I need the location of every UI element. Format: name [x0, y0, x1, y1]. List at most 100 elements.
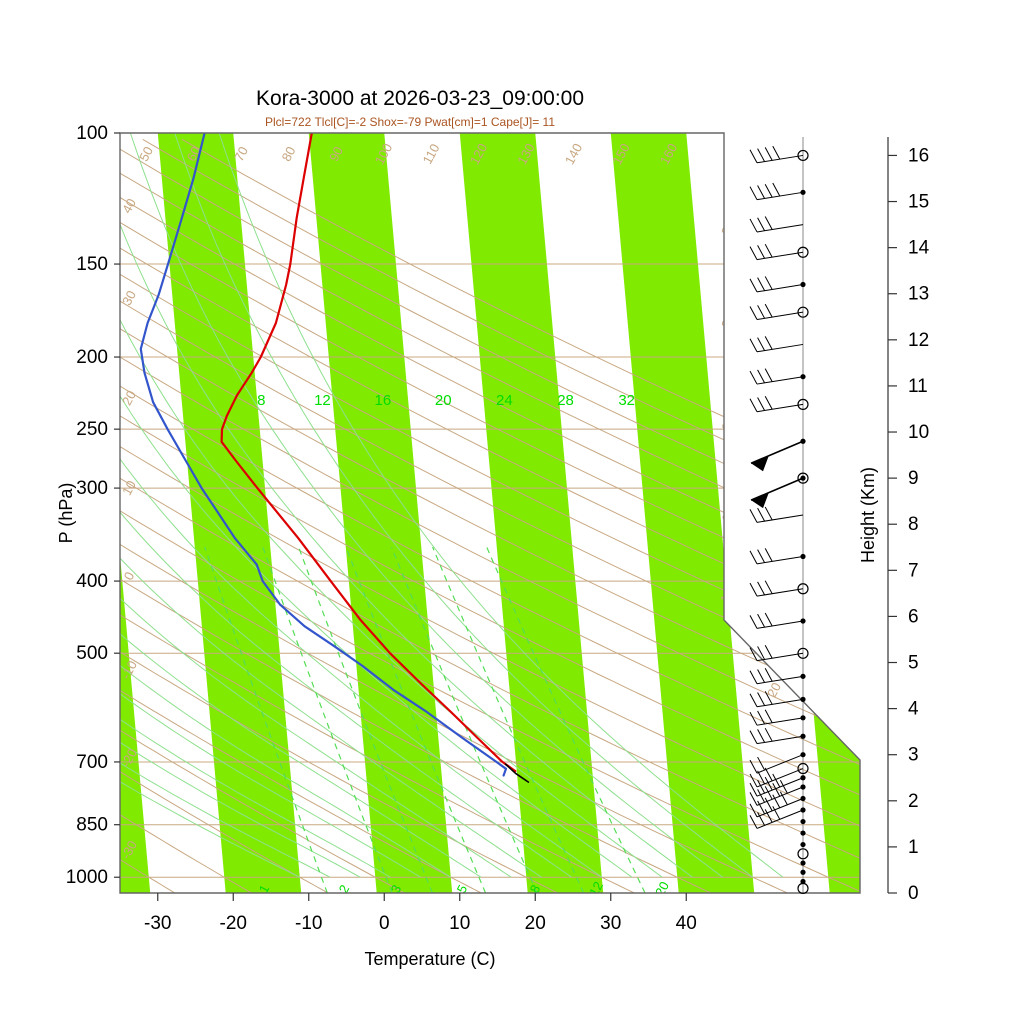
dry-adiabat-left-label: 30: [119, 288, 139, 308]
height-tick-label: 7: [908, 560, 919, 581]
barb-shaft: [756, 675, 804, 685]
wind-barb: [749, 182, 806, 201]
wind-barb: [750, 438, 806, 472]
barb-shaft: [756, 224, 804, 233]
barb-tick: [764, 709, 773, 723]
pressure-tick-label: 700: [76, 752, 108, 773]
barb-tick: [757, 337, 766, 351]
moist-adiabat-line: [120, 133, 603, 878]
trace-temperature: [220, 133, 517, 773]
dry-adiabat-line: [120, 236, 860, 893]
barb-marker-filled: [800, 475, 806, 481]
barb-tick: [749, 803, 758, 818]
barb-tick: [757, 756, 766, 771]
wind-barb: [749, 145, 809, 164]
barb-tick: [749, 759, 758, 774]
barb-shaft: [756, 251, 804, 261]
shading-band: [913, 133, 1024, 893]
wind-barb: [800, 869, 806, 875]
frame-outline: [119, 132, 861, 894]
wind-barb: [749, 727, 806, 745]
barb-shaft: [756, 754, 804, 774]
barb-marker-open: [797, 848, 809, 860]
height-tick-label: 12: [908, 330, 929, 351]
barb-tick: [749, 550, 758, 565]
dry-adiabat-top-label: 70: [231, 144, 251, 164]
barb-marker-filled: [800, 830, 806, 836]
height-tick-label: 5: [908, 653, 919, 674]
moist-adiabat-line: [120, 133, 693, 878]
pressure-tick-label: 850: [76, 815, 108, 836]
barb-marker-filled: [800, 807, 806, 813]
barb-tick: [749, 582, 758, 597]
trace-dewpoint: [139, 133, 508, 777]
barb-pennant: [751, 455, 769, 472]
height-tick-label: 6: [908, 606, 919, 627]
barb-tick: [757, 305, 766, 319]
theta-label: 28: [557, 392, 574, 409]
wind-barb: [749, 612, 806, 629]
wind-barb-column: [749, 137, 809, 894]
dry-adiabat-left-label: 20: [119, 388, 139, 408]
dry-adiabat-line: [120, 138, 860, 893]
barb-marker-filled: [800, 784, 806, 790]
barb-tick: [749, 149, 758, 164]
dry-adiabat-top-label: 90: [326, 144, 346, 164]
temperature-tick-label: 40: [676, 913, 697, 934]
barb-marker-filled: [800, 281, 806, 288]
barb-tick: [764, 727, 773, 742]
barb-marker-filled: [800, 438, 806, 444]
barb-tick: [749, 815, 758, 829]
barb-tick: [749, 218, 758, 233]
barb-tick: [764, 396, 773, 410]
barb-marker-filled: [800, 775, 806, 781]
barb-tick: [772, 145, 781, 160]
barb-shaft: [756, 376, 804, 385]
barb-marker-filled: [800, 189, 806, 195]
barb-marker-open: [797, 398, 809, 410]
pressure-tick-label: 500: [76, 643, 108, 664]
temperature-tick-label: 0: [379, 913, 390, 934]
barb-tick: [779, 791, 788, 805]
wind-barb: [749, 580, 809, 597]
pressure-tick-label: 100: [76, 123, 108, 144]
barb-tick: [764, 786, 773, 800]
barb-tick: [757, 692, 766, 706]
barb-shaft: [756, 620, 804, 629]
barb-tick: [757, 277, 766, 291]
barb-shaft: [756, 786, 804, 806]
barb-tick: [764, 184, 773, 198]
barb-tick: [749, 615, 758, 629]
height-tick-label: 4: [908, 699, 919, 720]
shading-band: [610, 133, 755, 893]
wind-barb: [749, 548, 806, 565]
dry-adiabat-line: [120, 207, 860, 893]
temperature-tick-label: 20: [525, 913, 546, 934]
page-title: Kora-3000 at 2026-03-23_09:00:00: [256, 87, 584, 110]
barb-tick: [764, 243, 773, 258]
barb-marker-filled: [800, 715, 806, 721]
barb-tick: [749, 306, 758, 320]
dry-adiabat-line: [120, 541, 252, 893]
barb-tick: [749, 693, 758, 707]
mixing-ratio-label: 1: [256, 882, 273, 895]
height-tick-label: 2: [908, 791, 919, 812]
barb-tick: [757, 770, 766, 785]
barb-shaft: [756, 698, 804, 708]
pressure-tick-label: 150: [76, 254, 108, 275]
barb-tick: [764, 691, 773, 705]
shading-band: [157, 133, 302, 893]
height-tick-label: 0: [908, 883, 919, 904]
barb-tick: [757, 729, 766, 743]
barb-pennant: [751, 492, 769, 509]
barb-tick: [764, 809, 773, 823]
barb-shaft: [756, 403, 804, 413]
mixing-ratio-line: [432, 546, 585, 893]
wind-barb: [750, 472, 809, 509]
height-tick-label: 14: [908, 238, 930, 259]
wind-barb: [749, 276, 806, 293]
barb-tick: [772, 806, 781, 820]
moist-adiabat-line: [120, 133, 572, 878]
wind-barb: [749, 806, 806, 829]
